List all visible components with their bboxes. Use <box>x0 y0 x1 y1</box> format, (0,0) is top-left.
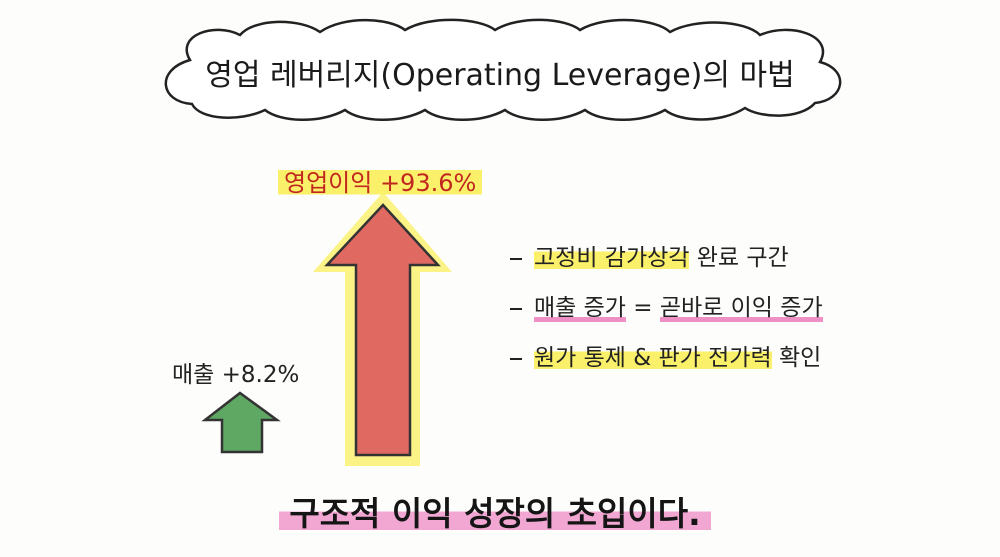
bullet: 매출 증가 = 곧바로 이익 증가 <box>510 288 823 323</box>
bullet-text: = <box>633 295 653 321</box>
sales-label: 매출 +8.2% <box>172 362 300 388</box>
bullet-highlight: 매출 증가 <box>534 295 626 323</box>
sales-arrow <box>201 391 281 454</box>
bullet: 원가 통제 & 판가 전가력 확인 <box>510 338 821 372</box>
profit-label: 영업이익 +93.6% <box>278 163 483 198</box>
title: 영업 레버리지(Operating Leverage)의 마법 <box>205 58 795 93</box>
bullet-highlight: 곧바로 이익 증가 <box>659 295 823 323</box>
bullet-highlight: 고정비 감가상각 <box>534 245 690 271</box>
profit-arrow <box>324 203 441 457</box>
bullet-text: 완료 구간 <box>696 245 789 271</box>
bullet-highlight: 원가 통제 & 판가 전가력 <box>534 345 772 371</box>
bullet: 고정비 감가상각 완료 구간 <box>510 238 789 272</box>
title-cloud <box>164 18 842 121</box>
bullet-text: 확인 <box>778 345 822 371</box>
conclusion: 구조적 이익 성장의 초입이다. <box>0 487 990 535</box>
conclusion-text: 구조적 이익 성장의 초입이다. <box>279 494 711 533</box>
